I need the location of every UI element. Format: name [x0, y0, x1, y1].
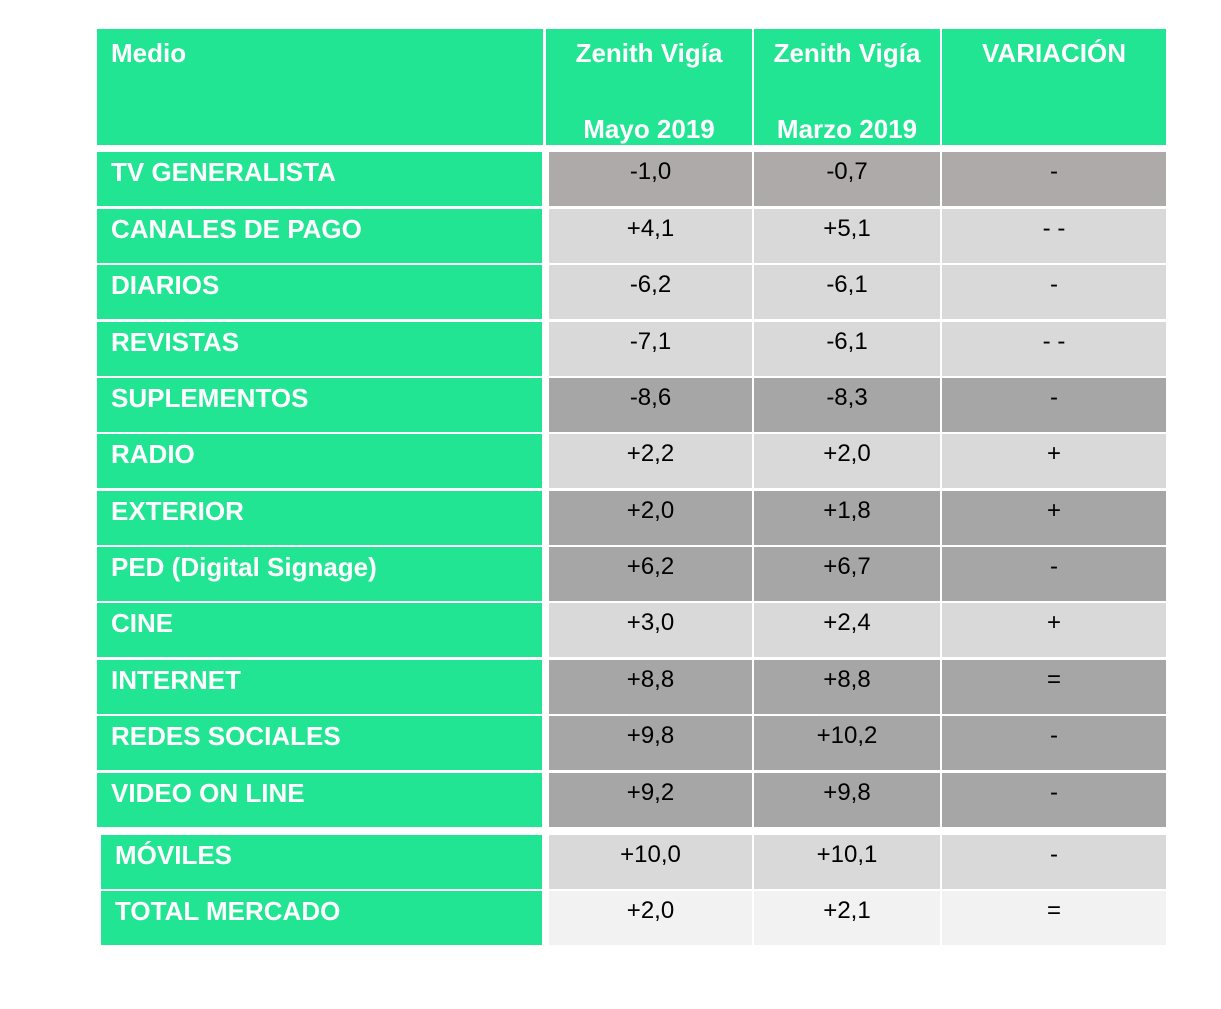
header-mayo-line2: Mayo 2019	[583, 114, 715, 144]
cell-mayo-2019-2: -6,2	[549, 265, 752, 319]
header-variacion: VARIACIÓN	[942, 29, 1166, 145]
cell-variacion-10: -	[942, 716, 1166, 770]
cell-marzo-2019-13: +2,1	[754, 891, 940, 945]
cell-mayo-2019-4: -8,6	[549, 378, 752, 432]
cell-mayo-2019-3: -7,1	[549, 322, 752, 376]
cell-marzo-2019-8: +2,4	[754, 603, 940, 657]
header-medio: Medio	[97, 29, 543, 145]
cell-marzo-2019-9: +8,8	[754, 660, 940, 714]
row-label-11: VIDEO ON LINE	[97, 773, 542, 827]
cell-marzo-2019-7: +6,7	[754, 547, 940, 601]
row-label-6: EXTERIOR	[97, 491, 542, 545]
cell-mayo-2019-9: +8,8	[549, 660, 752, 714]
cell-mayo-2019-11: +9,2	[549, 773, 752, 827]
row-label-9: INTERNET	[97, 660, 542, 714]
row-label-12: MÓVILES	[101, 835, 542, 889]
cell-mayo-2019-12: +10,0	[549, 835, 752, 889]
row-label-1: CANALES DE PAGO	[97, 209, 542, 263]
cell-variacion-2: -	[942, 265, 1166, 319]
cell-mayo-2019-10: +9,8	[549, 716, 752, 770]
header-medio-label: Medio	[111, 38, 187, 68]
cell-variacion-1: - -	[942, 209, 1166, 263]
cell-mayo-2019-8: +3,0	[549, 603, 752, 657]
cell-variacion-9: =	[942, 660, 1166, 714]
cell-marzo-2019-6: +1,8	[754, 491, 940, 545]
cell-marzo-2019-3: -6,1	[754, 322, 940, 376]
row-label-3: REVISTAS	[97, 322, 542, 376]
row-label-5: RADIO	[97, 434, 542, 488]
cell-marzo-2019-1: +5,1	[754, 209, 940, 263]
cell-variacion-5: +	[942, 434, 1166, 488]
row-label-4: SUPLEMENTOS	[97, 378, 542, 432]
cell-variacion-4: -	[942, 378, 1166, 432]
cell-marzo-2019-2: -6,1	[754, 265, 940, 319]
cell-marzo-2019-12: +10,1	[754, 835, 940, 889]
row-label-8: CINE	[97, 603, 542, 657]
header-marzo-line2: Marzo 2019	[776, 114, 918, 144]
cell-variacion-6: +	[942, 491, 1166, 545]
cell-mayo-2019-0: -1,0	[549, 152, 752, 206]
cell-mayo-2019-1: +4,1	[549, 209, 752, 263]
row-label-10: REDES SOCIALES	[97, 716, 542, 770]
row-label-7: PED (Digital Signage)	[97, 547, 542, 601]
header-mayo-2019: Zenith Vigía Mayo 2019	[546, 29, 752, 145]
cell-variacion-7: -	[942, 547, 1166, 601]
cell-variacion-3: - -	[942, 322, 1166, 376]
cell-variacion-0: -	[942, 152, 1166, 206]
row-label-2: DIARIOS	[97, 265, 542, 319]
cell-marzo-2019-0: -0,7	[754, 152, 940, 206]
cell-marzo-2019-10: +10,2	[754, 716, 940, 770]
cell-marzo-2019-4: -8,3	[754, 378, 940, 432]
cell-variacion-13: =	[942, 891, 1166, 945]
cell-variacion-11: -	[942, 773, 1166, 827]
cell-marzo-2019-11: +9,8	[754, 773, 940, 827]
row-label-0: TV GENERALISTA	[97, 152, 542, 206]
cell-mayo-2019-5: +2,2	[549, 434, 752, 488]
cell-marzo-2019-5: +2,0	[754, 434, 940, 488]
header-mayo-line1: Zenith Vigía	[575, 38, 723, 68]
cell-mayo-2019-6: +2,0	[549, 491, 752, 545]
row-label-13: TOTAL MERCADO	[101, 891, 542, 945]
cell-variacion-12: -	[942, 835, 1166, 889]
header-variacion-label: VARIACIÓN	[982, 38, 1126, 68]
cell-variacion-8: +	[942, 603, 1166, 657]
cell-mayo-2019-7: +6,2	[549, 547, 752, 601]
cell-mayo-2019-13: +2,0	[549, 891, 752, 945]
header-marzo-line1: Zenith Vigía	[773, 38, 921, 68]
header-marzo-2019: Zenith Vigía Marzo 2019	[754, 29, 940, 145]
